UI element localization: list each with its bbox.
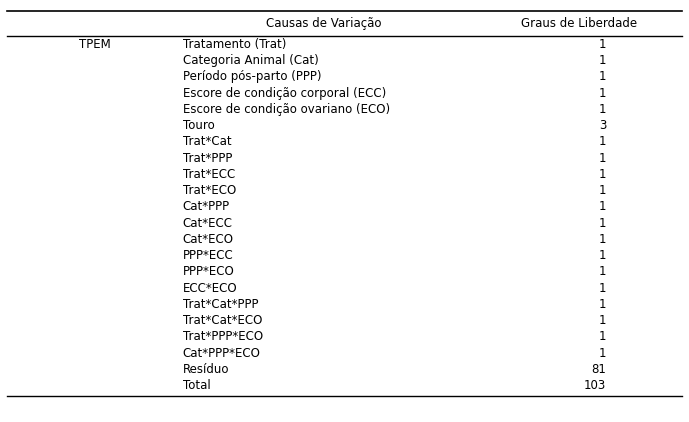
Text: 1: 1	[599, 346, 606, 360]
Text: PPP*ECC: PPP*ECC	[183, 249, 234, 262]
Text: Período pós-parto (PPP): Período pós-parto (PPP)	[183, 70, 321, 83]
Text: PPP*ECO: PPP*ECO	[183, 265, 234, 278]
Text: Trat*PPP: Trat*PPP	[183, 151, 232, 165]
Text: Cat*PPP: Cat*PPP	[183, 200, 229, 213]
Text: 1: 1	[599, 151, 606, 165]
Text: TPEM: TPEM	[79, 38, 111, 51]
Text: Escore de condição ovariano (ECO): Escore de condição ovariano (ECO)	[183, 103, 390, 116]
Text: 1: 1	[599, 298, 606, 311]
Text: Trat*ECC: Trat*ECC	[183, 168, 235, 181]
Text: Total: Total	[183, 379, 210, 392]
Text: 1: 1	[599, 103, 606, 116]
Text: 1: 1	[599, 281, 606, 295]
Text: 1: 1	[599, 330, 606, 343]
Text: 1: 1	[599, 249, 606, 262]
Text: 1: 1	[599, 87, 606, 100]
Text: Cat*ECC: Cat*ECC	[183, 216, 233, 230]
Text: 1: 1	[599, 70, 606, 83]
Text: 103: 103	[584, 379, 606, 392]
Text: Trat*ECO: Trat*ECO	[183, 184, 236, 197]
Text: 1: 1	[599, 135, 606, 148]
Text: Trat*Cat: Trat*Cat	[183, 135, 232, 148]
Text: 1: 1	[599, 265, 606, 278]
Text: 1: 1	[599, 38, 606, 51]
Text: Touro: Touro	[183, 119, 214, 132]
Text: Tratamento (Trat): Tratamento (Trat)	[183, 38, 286, 51]
Text: Graus de Liberdade: Graus de Liberdade	[521, 17, 637, 30]
Text: Cat*ECO: Cat*ECO	[183, 233, 234, 246]
Text: 1: 1	[599, 233, 606, 246]
Text: Categoria Animal (Cat): Categoria Animal (Cat)	[183, 54, 318, 67]
Text: 81: 81	[591, 363, 606, 376]
Text: 1: 1	[599, 184, 606, 197]
Text: 3: 3	[599, 119, 606, 132]
Text: 1: 1	[599, 200, 606, 213]
Text: Trat*Cat*ECO: Trat*Cat*ECO	[183, 314, 262, 327]
Text: Trat*Cat*PPP: Trat*Cat*PPP	[183, 298, 258, 311]
Text: Causas de Variação: Causas de Variação	[266, 17, 382, 30]
Text: Trat*PPP*ECO: Trat*PPP*ECO	[183, 330, 263, 343]
Text: Escore de condição corporal (ECC): Escore de condição corporal (ECC)	[183, 87, 386, 100]
Text: ECC*ECO: ECC*ECO	[183, 281, 237, 295]
Text: Resíduo: Resíduo	[183, 363, 229, 376]
Text: 1: 1	[599, 54, 606, 67]
Text: 1: 1	[599, 314, 606, 327]
Text: 1: 1	[599, 168, 606, 181]
Text: Cat*PPP*ECO: Cat*PPP*ECO	[183, 346, 260, 360]
Text: 1: 1	[599, 216, 606, 230]
